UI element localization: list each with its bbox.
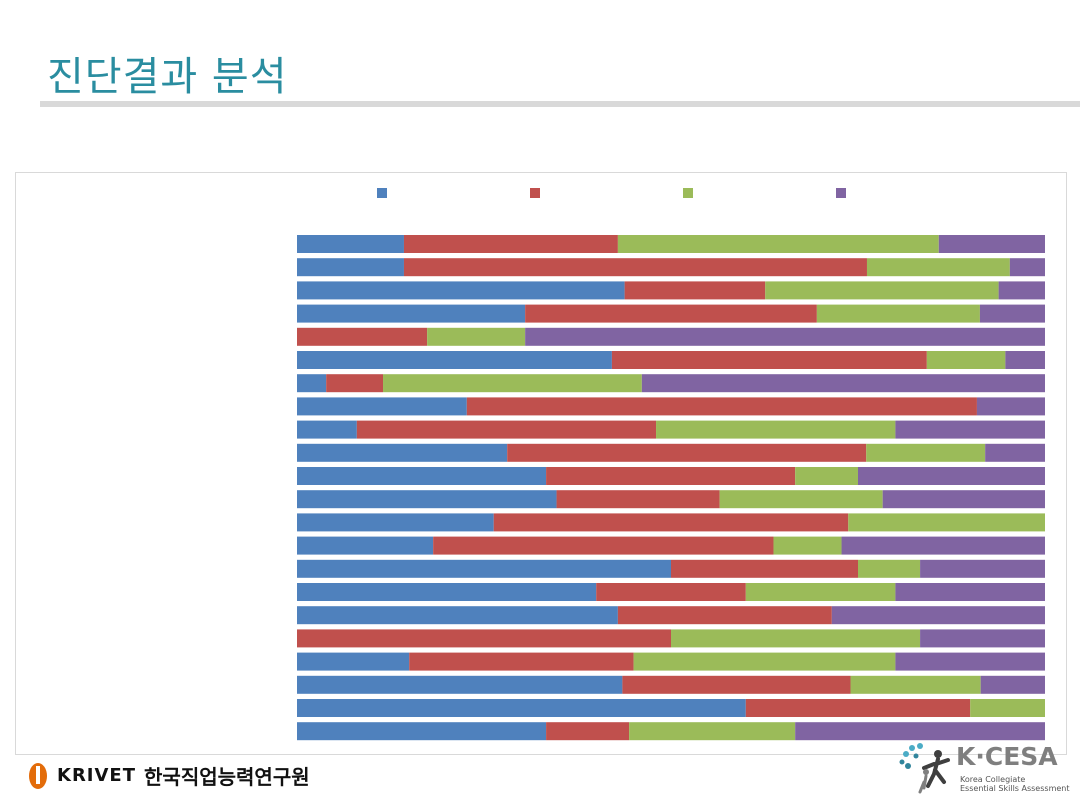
bar-segment-row-4-series-2: [525, 304, 817, 323]
bar-segment-row-10-series-4: [985, 443, 1045, 462]
bar-segment-row-6-series-4: [1005, 351, 1045, 369]
bar-segment-row-19-series-1: [297, 652, 410, 671]
bar-segment-row-14-series-3: [773, 536, 842, 555]
bar-segment-row-17-series-1: [297, 606, 618, 625]
bar-segment-row-21-series-1: [297, 699, 746, 717]
bar-segment-row-7-series-1: [297, 374, 327, 393]
bar-segment-row-10-series-1: [297, 443, 508, 462]
bar-segment-row-16-series-4: [895, 583, 1045, 601]
bar-segment-row-20-series-2: [622, 675, 851, 694]
bar-segment-row-9-series-4: [895, 420, 1045, 439]
kcesa-subtitle-line-1: Korea Collegiate: [960, 775, 1026, 784]
bar-segment-row-14-series-1: [297, 536, 434, 555]
bar-segment-row-18-series-3: [671, 629, 921, 648]
bar-segment-row-15-series-2: [671, 559, 858, 578]
bar-segment-row-21-series-3: [970, 699, 1045, 717]
bar-segment-row-22-series-4: [795, 722, 1045, 741]
bar-segment-row-6-series-3: [926, 351, 1006, 369]
bar-segment-row-16-series-3: [745, 583, 896, 601]
bar-segment-row-22-series-3: [629, 722, 796, 741]
legend-swatch-1: [377, 188, 387, 198]
legend-swatch-2: [530, 188, 540, 198]
bar-segment-row-11-series-2: [546, 467, 796, 485]
bar-segment-row-20-series-3: [850, 675, 981, 694]
bar-segment-row-1-series-2: [403, 235, 618, 253]
bar-segment-row-6-series-2: [611, 351, 927, 369]
bar-segment-row-14-series-2: [433, 536, 774, 555]
bar-segment-row-20-series-4: [980, 675, 1045, 694]
bar-segment-row-13-series-1: [297, 513, 494, 532]
legend-swatch-3: [683, 188, 693, 198]
bar-segment-row-4-series-4: [979, 304, 1045, 323]
krivet-logo: KRIVET 한국직업능력연구원: [27, 758, 310, 792]
bar-segment-row-2-series-1: [297, 258, 404, 277]
bar-segment-row-7-series-3: [383, 374, 642, 393]
bar-segment-row-15-series-1: [297, 559, 671, 578]
bar-segment-row-13-series-3: [848, 513, 1045, 532]
bar-segment-row-3-series-1: [297, 281, 625, 300]
bar-segment-row-4-series-1: [297, 304, 526, 323]
kcesa-subtitle-line-2: Essential Skills Assessment: [960, 784, 1070, 793]
bar-segment-row-3-series-4: [998, 281, 1045, 300]
bar-segment-row-17-series-4: [831, 606, 1045, 625]
bar-segment-row-11-series-3: [795, 467, 858, 485]
bar-segment-row-17-series-2: [617, 606, 832, 625]
bar-segment-row-12-series-1: [297, 490, 557, 509]
bar-segment-row-9-series-3: [656, 420, 896, 439]
krivet-emblem-icon: [29, 763, 47, 789]
bar-segment-row-5-series-3: [427, 327, 526, 346]
bar-segment-row-21-series-2: [745, 699, 971, 717]
bar-segment-row-9-series-2: [356, 420, 657, 439]
bar-segment-row-5-series-2: [297, 327, 428, 346]
bar-segment-row-9-series-1: [297, 420, 357, 439]
bar-segment-row-1-series-4: [938, 235, 1045, 253]
bar-segment-row-2-series-3: [866, 258, 1010, 277]
bar-segment-row-15-series-3: [858, 559, 921, 578]
kcesa-logo: K·CESA Korea Collegiate Essential Skills…: [898, 742, 1070, 800]
bar-segment-row-4-series-3: [816, 304, 980, 323]
bar-segment-row-2-series-4: [1009, 258, 1045, 277]
krivet-name: 한국직업능력연구원: [144, 764, 310, 789]
bar-segment-row-8-series-2: [466, 397, 977, 416]
bar-segment-row-3-series-3: [765, 281, 999, 300]
kcesa-subtitle: Korea Collegiate Essential Skills Assess…: [960, 775, 1070, 793]
page-title: 진단결과 분석: [47, 54, 288, 100]
bar-segment-row-12-series-3: [719, 490, 883, 509]
kcesa-title: K·CESA: [956, 742, 1058, 771]
bar-segment-row-10-series-3: [866, 443, 986, 462]
bar-segment-row-19-series-2: [409, 652, 634, 671]
bar-segment-row-12-series-4: [882, 490, 1045, 509]
bar-segment-row-19-series-3: [633, 652, 896, 671]
bar-segment-row-22-series-1: [297, 722, 547, 741]
bar-segment-row-5-series-4: [525, 327, 1045, 346]
bar-segment-row-6-series-1: [297, 351, 612, 369]
bar-segment-row-7-series-4: [641, 374, 1045, 393]
bar-segment-row-7-series-2: [326, 374, 384, 393]
bar-segment-row-16-series-1: [297, 583, 597, 601]
bar-segment-row-8-series-1: [297, 397, 467, 416]
bar-segment-row-1-series-3: [617, 235, 939, 253]
bar-segment-row-2-series-2: [403, 258, 867, 277]
legend-swatch-4: [836, 188, 846, 198]
krivet-logo-text: KRIVET: [57, 764, 137, 786]
bar-segment-row-22-series-2: [546, 722, 630, 741]
title-divider: [40, 101, 1080, 107]
bar-segment-row-1-series-1: [297, 235, 404, 253]
bar-segment-row-16-series-2: [596, 583, 746, 601]
bar-segment-row-18-series-2: [297, 629, 671, 648]
bar-segment-row-3-series-2: [624, 281, 766, 300]
bar-segment-row-11-series-4: [858, 467, 1045, 485]
kcesa-emblem-icon: [899, 743, 950, 794]
bar-segment-row-13-series-2: [493, 513, 849, 532]
bar-segment-row-11-series-1: [297, 467, 547, 485]
bar-segment-row-19-series-4: [895, 652, 1045, 671]
bar-segment-row-10-series-2: [507, 443, 867, 462]
bar-segment-row-15-series-4: [920, 559, 1045, 578]
bar-segment-row-20-series-1: [297, 675, 623, 694]
bar-segment-row-12-series-2: [556, 490, 720, 509]
bar-segment-row-8-series-4: [976, 397, 1045, 416]
bar-segment-row-18-series-4: [920, 629, 1045, 648]
bar-segment-row-14-series-4: [841, 536, 1045, 555]
